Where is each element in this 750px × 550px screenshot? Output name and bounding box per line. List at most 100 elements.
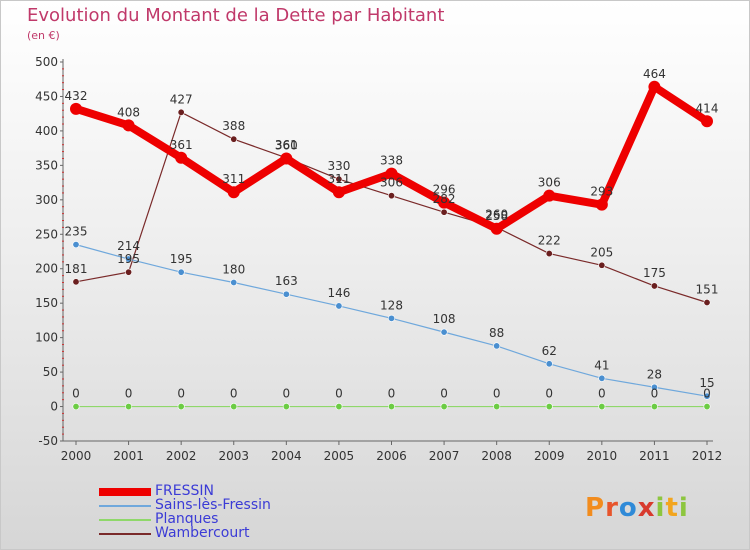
data-label: 432 <box>65 89 88 103</box>
data-point <box>385 167 398 180</box>
x-tick-label: 2000 <box>61 449 92 463</box>
data-point <box>335 403 343 411</box>
data-point <box>703 392 711 400</box>
data-label: 311 <box>222 172 245 186</box>
x-tick-label: 2011 <box>639 449 670 463</box>
data-point <box>125 255 133 263</box>
data-label: 260 <box>485 207 508 221</box>
data-point <box>125 268 133 276</box>
data-point <box>335 175 343 183</box>
data-label: 235 <box>65 225 88 239</box>
data-point <box>125 403 133 411</box>
legend-swatch-fressin <box>99 485 151 499</box>
data-point <box>648 80 661 93</box>
data-label: 41 <box>594 358 609 372</box>
logo-letter: x <box>637 493 656 523</box>
data-label: 282 <box>433 192 456 206</box>
data-label: 0 <box>177 387 185 401</box>
data-point <box>230 135 238 143</box>
data-point <box>282 290 290 298</box>
data-label: 0 <box>283 387 291 401</box>
data-label: 0 <box>545 387 553 401</box>
y-tick-label: 300 <box>35 193 58 207</box>
data-label: 361 <box>275 138 298 152</box>
legend-item-wambercourt: Wambercourt <box>99 525 339 541</box>
data-point <box>72 278 80 286</box>
data-point <box>543 189 556 202</box>
data-point <box>175 151 188 164</box>
data-label: 306 <box>538 176 561 190</box>
data-label: 0 <box>493 387 501 401</box>
data-label: 195 <box>170 252 193 266</box>
data-point <box>490 222 503 235</box>
legend-item-sains-les-fressin: Sains-lès-Fressin <box>99 497 339 513</box>
y-tick-label: 150 <box>35 296 58 310</box>
data-point <box>387 192 395 200</box>
data-point <box>493 342 501 350</box>
data-point <box>335 302 343 310</box>
data-label: 427 <box>170 92 193 106</box>
legend-swatch-sains-les-fressin <box>99 499 151 513</box>
data-point <box>70 102 82 115</box>
data-point <box>177 108 185 116</box>
x-tick-label: 2003 <box>218 449 249 463</box>
y-tick-label: 350 <box>35 158 58 172</box>
data-point <box>650 383 658 391</box>
data-point <box>703 298 711 306</box>
data-label: 0 <box>125 387 133 401</box>
data-point <box>177 268 185 276</box>
y-tick-label: 450 <box>35 89 58 103</box>
data-label: 108 <box>433 312 456 326</box>
legend-item-fressin: FRESSIN <box>99 483 339 499</box>
data-point <box>598 403 606 411</box>
data-label: 258 <box>485 209 508 223</box>
data-point <box>545 403 553 411</box>
data-point <box>598 261 606 269</box>
x-tick-label: 2002 <box>166 449 197 463</box>
data-point <box>227 186 240 199</box>
logo-letter: P <box>585 493 606 523</box>
x-tick-label: 2007 <box>429 449 460 463</box>
data-label: 0 <box>598 387 606 401</box>
legend-swatch-wambercourt <box>99 527 151 541</box>
data-point <box>440 403 448 411</box>
logo-letter: r <box>605 493 619 523</box>
y-tick-label: 50 <box>43 365 58 379</box>
data-label: 408 <box>117 105 140 119</box>
data-point <box>703 403 711 411</box>
data-label: 195 <box>117 252 140 266</box>
data-label: 306 <box>380 176 403 190</box>
data-point <box>650 403 658 411</box>
data-point <box>545 250 553 258</box>
data-point <box>230 403 238 411</box>
data-point <box>595 198 608 211</box>
data-label: 88 <box>489 326 504 340</box>
data-point <box>545 360 553 368</box>
proxiti-logo: Proxiti <box>585 493 689 523</box>
y-tick-label: 400 <box>35 124 58 138</box>
data-point <box>282 403 290 411</box>
data-point <box>701 115 713 128</box>
data-label: 0 <box>335 387 343 401</box>
data-point <box>387 403 395 411</box>
data-point <box>598 374 606 382</box>
data-label: 28 <box>647 367 662 381</box>
data-point <box>72 403 80 411</box>
data-label: 175 <box>643 266 666 280</box>
data-point <box>650 282 658 290</box>
data-point <box>440 208 448 216</box>
data-label: 151 <box>696 282 719 296</box>
data-label: 0 <box>651 387 659 401</box>
legend-label-wambercourt: Wambercourt <box>155 525 250 541</box>
legend-item-planques: Planques <box>99 511 339 527</box>
legend-label-fressin: FRESSIN <box>155 483 215 499</box>
x-tick-label: 2006 <box>376 449 407 463</box>
logo-letter: t <box>665 493 679 523</box>
data-label: 181 <box>65 262 88 276</box>
data-label: 361 <box>170 138 193 152</box>
data-point <box>438 196 451 209</box>
data-label: 330 <box>327 159 350 173</box>
data-label: 0 <box>388 387 396 401</box>
